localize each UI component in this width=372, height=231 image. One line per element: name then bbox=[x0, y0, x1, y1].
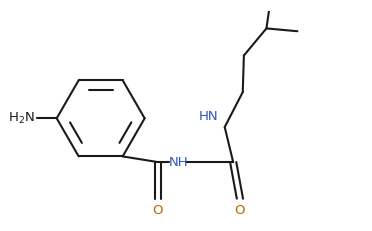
Text: NH: NH bbox=[169, 155, 189, 169]
Text: O: O bbox=[235, 204, 245, 217]
Text: HN: HN bbox=[198, 110, 218, 123]
Text: H$_2$N: H$_2$N bbox=[8, 111, 35, 126]
Text: O: O bbox=[153, 204, 163, 217]
